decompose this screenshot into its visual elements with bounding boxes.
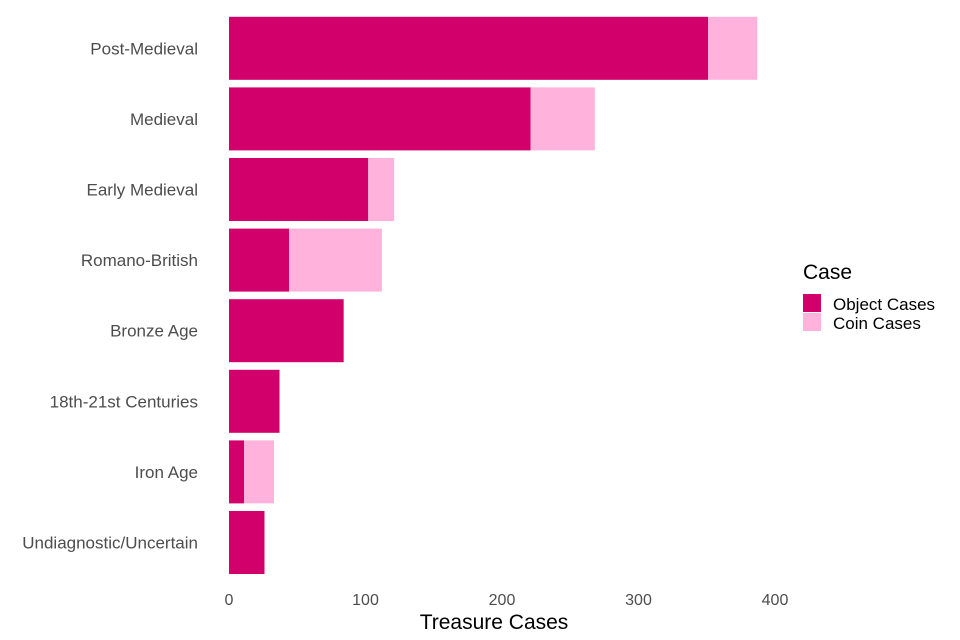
bar-medieval-coin-cases — [530, 87, 595, 151]
bar-iron-age-coin-cases — [244, 440, 275, 504]
category-labels: Post-Medieval Medieval Early Medieval Roman… — [22, 39, 198, 552]
legend-label-object-cases: Object Cases — [833, 295, 935, 314]
category-label-post-medieval: Post-Medieval — [90, 39, 198, 58]
x-axis-title: Treasure Cases — [420, 611, 569, 634]
bar-iron-age-object-cases — [229, 440, 245, 504]
category-label-bronze-age: Bronze Age — [110, 322, 198, 341]
bar-bronze-age-object-cases — [229, 299, 344, 363]
bar-early-medieval-coin-cases — [368, 158, 395, 221]
category-label-undiagnostic-uncertain: Undiagnostic/Uncertain — [22, 534, 198, 553]
x-tick-label-200: 200 — [489, 592, 516, 609]
x-tick-labels: 0 100 200 300 400 — [225, 592, 789, 609]
x-tick-label-400: 400 — [762, 592, 789, 609]
bar-medieval-object-cases — [229, 87, 531, 151]
bar-post-medieval-coin-cases — [708, 16, 758, 80]
bar-undiagnostic-uncertain-object-cases — [229, 511, 265, 574]
x-tick-label-0: 0 — [225, 592, 234, 609]
legend-label-coin-cases: Coin Cases — [833, 314, 921, 333]
bar-romano-british-coin-cases — [289, 228, 382, 292]
legend: Case Object Cases Coin Cases — [803, 261, 935, 333]
legend-swatch-coin-cases — [803, 313, 821, 331]
legend-swatch-object-cases — [803, 294, 821, 312]
category-label-iron-age: Iron Age — [135, 463, 198, 482]
category-label-romano-british: Romano-British — [81, 251, 198, 270]
bar-post-medieval-object-cases — [229, 16, 709, 80]
category-label-early-medieval: Early Medieval — [87, 181, 199, 200]
x-tick-label-300: 300 — [625, 592, 652, 609]
category-label-medieval: Medieval — [130, 110, 198, 129]
legend-title: Case — [803, 261, 852, 284]
x-tick-label-100: 100 — [352, 592, 379, 609]
bar-early-medieval-object-cases — [229, 158, 369, 221]
category-label-18th-21st-centuries: 18th-21st Centuries — [50, 392, 198, 411]
bars-layer — [229, 16, 758, 574]
bar-18th-21st-centuries-object-cases — [229, 369, 280, 433]
bar-romano-british-object-cases — [229, 228, 290, 292]
